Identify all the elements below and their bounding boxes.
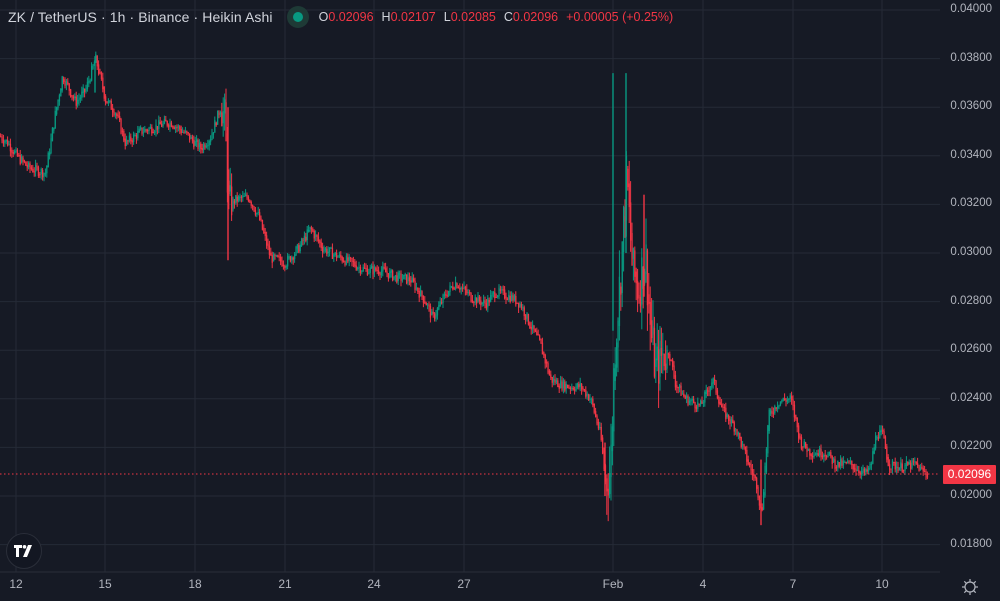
high-label: H <box>381 10 391 24</box>
time-axis-label: 18 <box>188 577 202 591</box>
time-axis-label: 21 <box>278 577 292 591</box>
gear-icon[interactable] <box>961 578 979 596</box>
price-axis-label: 0.03000 <box>950 246 992 258</box>
price-axis-label: 0.03400 <box>950 148 992 161</box>
high-value: 0.02107 <box>390 10 436 24</box>
low-value: 0.02085 <box>450 10 496 24</box>
low-label: L <box>443 10 451 24</box>
price-axis-label: 0.02000 <box>950 489 992 501</box>
tradingview-logo-icon[interactable] <box>6 533 42 569</box>
time-axis-label: Feb <box>602 577 624 591</box>
symbol-title[interactable]: ZK / TetherUS · 1h · Binance · Heikin As… <box>8 9 273 25</box>
candlestick-series <box>0 51 929 526</box>
time-axis-label: 7 <box>789 577 797 591</box>
price-axis-label: 0.02800 <box>950 294 992 307</box>
price-axis-label: 0.01800 <box>950 537 992 550</box>
time-axis-label: 15 <box>98 577 112 591</box>
time-axis-label: 4 <box>699 577 707 591</box>
price-axis-label: 0.02600 <box>950 343 992 356</box>
market-open-dot-icon <box>292 12 303 22</box>
change-value: +0.00005 (+0.25%) <box>566 10 674 24</box>
chart-grid <box>0 0 940 572</box>
price-axis-label: 0.02400 <box>950 391 992 404</box>
price-axis-label: 0.02200 <box>950 440 992 453</box>
open-label: O <box>318 10 329 24</box>
close-value: 0.02096 <box>512 10 559 24</box>
price-axis-label: 0.03600 <box>950 100 992 113</box>
last-price-badge: 0.02096 <box>943 465 996 484</box>
chart-legend: ZK / TetherUS · 1h · Binance · Heikin As… <box>8 6 673 28</box>
market-status-indicator[interactable] <box>286 6 309 28</box>
price-axis-label: 0.03200 <box>950 197 992 210</box>
open-value: 0.02096 <box>328 10 374 24</box>
ohlc-values: O 0.02096 H 0.02107 L 0.02085 C 0.02096 +0.0… <box>319 10 674 24</box>
time-axis-label: 24 <box>367 577 381 591</box>
time-axis-label: 10 <box>875 577 889 591</box>
time-axis-label: 12 <box>9 577 23 591</box>
price-axis-label: 0.04000 <box>950 3 992 15</box>
price-axis-label: 0.03800 <box>950 51 992 64</box>
time-axis-label: 27 <box>457 577 471 591</box>
close-label: C <box>503 10 513 24</box>
